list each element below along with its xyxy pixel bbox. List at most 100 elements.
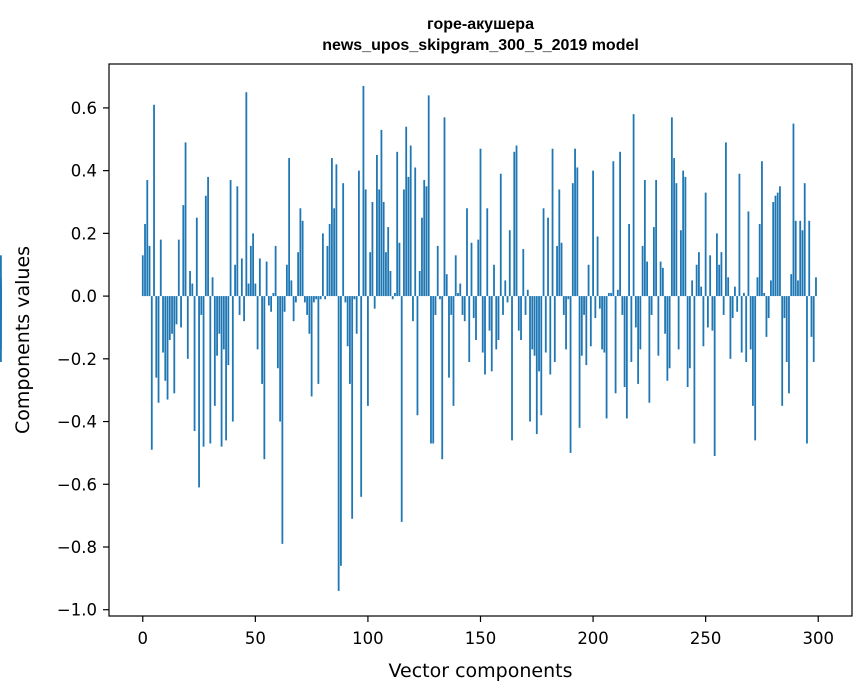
bar xyxy=(657,296,660,356)
bar xyxy=(704,192,707,297)
bar xyxy=(544,296,547,353)
bar xyxy=(625,296,628,419)
bar xyxy=(792,123,795,297)
bar xyxy=(594,296,597,319)
bar xyxy=(236,186,239,297)
bar xyxy=(274,245,277,297)
bar xyxy=(772,202,775,297)
bar xyxy=(517,296,520,331)
bar xyxy=(556,245,558,297)
bar xyxy=(0,255,2,297)
bar xyxy=(423,180,426,297)
bar xyxy=(468,296,471,362)
bar xyxy=(432,296,435,444)
bar xyxy=(445,274,448,297)
bar xyxy=(450,296,453,315)
bar xyxy=(153,104,155,297)
bar xyxy=(542,208,545,297)
bar xyxy=(630,296,633,362)
bar xyxy=(301,220,304,297)
bar xyxy=(565,296,567,350)
bar xyxy=(788,296,790,394)
bar xyxy=(182,205,185,297)
y-tick-label: −0.6 xyxy=(57,475,97,494)
bar xyxy=(583,296,585,315)
bar xyxy=(569,296,572,453)
bar xyxy=(493,264,495,297)
bar xyxy=(761,161,763,297)
bar xyxy=(144,223,146,297)
bar xyxy=(213,296,216,406)
bar xyxy=(686,296,689,388)
y-tick-label: 0.6 xyxy=(71,99,97,118)
bar xyxy=(801,230,804,297)
bar xyxy=(243,296,245,322)
bar xyxy=(610,292,612,297)
bar xyxy=(767,296,770,319)
bar xyxy=(427,95,430,297)
bar xyxy=(448,296,450,378)
bar xyxy=(234,264,236,297)
bar xyxy=(461,296,464,315)
bar xyxy=(553,296,556,362)
bar xyxy=(331,158,333,297)
bar xyxy=(382,202,385,297)
bar xyxy=(513,151,516,297)
plot-frame xyxy=(108,63,853,617)
bar xyxy=(200,296,203,315)
bar xyxy=(319,296,322,300)
bar xyxy=(484,296,486,375)
bar xyxy=(508,230,511,297)
bar xyxy=(141,255,144,297)
bar xyxy=(344,296,347,303)
bar xyxy=(240,258,243,297)
chart-subtitle: news_upos_skipgram_300_5_2019 model xyxy=(322,37,639,54)
bar xyxy=(481,296,484,353)
bar xyxy=(752,296,754,406)
bar xyxy=(504,280,507,297)
bar xyxy=(641,245,644,297)
bar xyxy=(711,296,714,331)
bar xyxy=(743,292,745,297)
bar xyxy=(549,296,552,375)
bar xyxy=(725,142,727,297)
bar xyxy=(396,151,399,297)
x-axis: 0 50 100 150 200 250 300 xyxy=(138,616,834,648)
bar xyxy=(731,296,734,319)
bar xyxy=(321,233,324,297)
bar xyxy=(225,296,227,441)
bar xyxy=(371,202,374,297)
bar xyxy=(173,296,176,394)
bar xyxy=(403,189,405,297)
bar xyxy=(538,296,540,372)
bar xyxy=(227,296,230,366)
bar xyxy=(585,296,588,366)
bar xyxy=(346,296,349,347)
bar xyxy=(806,296,808,444)
bar xyxy=(540,296,543,416)
bar xyxy=(716,233,718,297)
x-tick-label: 300 xyxy=(802,629,834,648)
x-axis-label: Vector components xyxy=(389,660,573,682)
bar xyxy=(297,252,300,297)
bar xyxy=(367,296,369,406)
bar xyxy=(571,183,574,297)
bar xyxy=(252,233,254,297)
bar xyxy=(421,217,423,297)
bar xyxy=(578,296,581,428)
bar xyxy=(418,271,421,297)
bar xyxy=(506,296,509,303)
chart-title: горе-акушера xyxy=(427,16,534,33)
bar xyxy=(281,296,284,544)
bar xyxy=(747,211,750,297)
bar xyxy=(475,296,477,340)
bar xyxy=(267,296,270,306)
bar xyxy=(479,148,482,297)
bar xyxy=(495,296,498,350)
bar xyxy=(380,129,383,297)
bar xyxy=(729,296,732,359)
bar xyxy=(770,280,772,297)
bar xyxy=(391,296,394,300)
bar xyxy=(666,296,669,381)
